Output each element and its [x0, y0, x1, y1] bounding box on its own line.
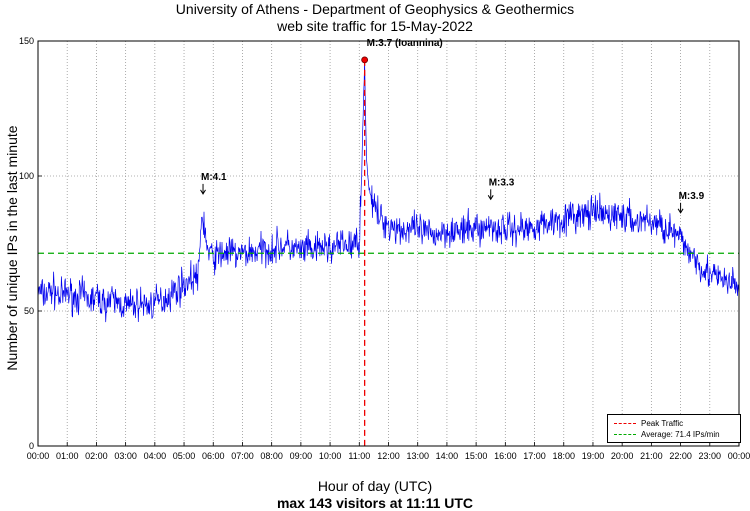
peak-annotation-label: M:3.7 (Ioannina) [367, 38, 443, 49]
x-tick-label: 08:00 [260, 451, 283, 461]
y-axis-label: Number of unique IPs in the last minute [4, 125, 20, 371]
legend-item-peak: Peak Traffic [614, 418, 683, 429]
y-tick-label: 150 [19, 36, 34, 46]
chart-title-line1: University of Athens - Department of Geo… [175, 1, 575, 17]
legend-peak-swatch [614, 423, 636, 424]
annotation-arrow-head [677, 208, 684, 214]
x-tick-label: 00:00 [728, 451, 750, 461]
legend-peak-label: Peak Traffic [641, 419, 684, 428]
grid [38, 41, 739, 446]
x-tick-label: 18:00 [552, 451, 575, 461]
x-tick-label: 19:00 [582, 451, 605, 461]
annotation-label: M:3.3 [489, 177, 515, 188]
annotation-label: M:3.9 [679, 191, 705, 202]
reference-lines [38, 56, 739, 446]
x-tick-label: 04:00 [144, 451, 167, 461]
peak-marker [361, 56, 369, 64]
x-tick-label: 23:00 [699, 451, 722, 461]
x-tick-label: 16:00 [494, 451, 517, 461]
x-tick-label: 05:00 [173, 451, 196, 461]
x-tick-label: 09:00 [290, 451, 313, 461]
x-tick-label: 02:00 [85, 451, 108, 461]
tick-labels: 00:00 01:00 02:00 03:00 04:00 05:00 06:00 07:00… [19, 36, 750, 461]
x-tick-label: 15:00 [465, 451, 488, 461]
x-tick-label: 12:00 [377, 451, 400, 461]
annotation-arrow-head [200, 189, 206, 195]
x-tick-label: 07:00 [231, 451, 254, 461]
x-tick-label: 01:00 [56, 451, 79, 461]
y-tick-label: 50 [24, 306, 34, 316]
y-tick-label: 0 [29, 441, 34, 451]
chart-title-line2: web site traffic for 15-May-2022 [277, 18, 473, 34]
x-tick-label: 22:00 [669, 451, 692, 461]
x-tick-label: 10:00 [319, 451, 342, 461]
legend-average-label: Average: 71.4 IPs/min [641, 430, 720, 439]
annotations: M:3.7 (Ioannina) M:4.1 M:3.3 M:3.9 [200, 38, 705, 214]
x-tick-label: 14:00 [436, 451, 459, 461]
x-tick-label: 11:00 [348, 451, 370, 461]
series-traffic-line [37, 59, 740, 323]
plot-frame [37, 40, 740, 447]
x-tick-label: 03:00 [114, 451, 137, 461]
x-tick-label: 13:00 [406, 451, 429, 461]
y-tick-label: 100 [19, 171, 34, 181]
annotation-arrow-head [487, 195, 494, 201]
legend-item-average: Average: 71.4 IPs/min [614, 429, 720, 440]
x-axis-label: Hour of day (UTC) [317, 478, 433, 494]
x-tick-label: 06:00 [202, 451, 225, 461]
x-tick-label: 20:00 [611, 451, 634, 461]
legend-average-swatch [614, 434, 636, 435]
x-tick-label: 17:00 [523, 451, 546, 461]
annotation-label: M:4.1 [201, 172, 227, 183]
series-layer [37, 59, 740, 323]
x-tick-label: 21:00 [640, 451, 663, 461]
legend: Peak Traffic Average: 71.4 IPs/min [607, 414, 741, 443]
axes [37, 40, 740, 447]
max-visitors-summary: max 143 visitors at 11:11 UTC [276, 495, 474, 511]
x-tick-label: 00:00 [27, 451, 50, 461]
